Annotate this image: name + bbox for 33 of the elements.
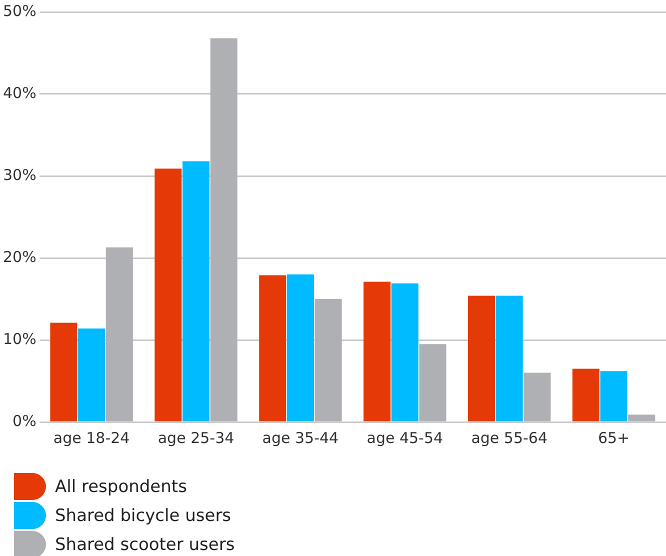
bar — [106, 247, 133, 422]
legend-label: Shared bicycle users — [55, 506, 232, 526]
y-tick-label: 0% — [12, 412, 36, 430]
bar — [210, 38, 238, 422]
bar — [50, 322, 78, 422]
bar — [78, 328, 106, 422]
legend-label: Shared scooter users — [55, 534, 235, 554]
x-tick-label: age 18-24 — [53, 428, 130, 447]
bar — [364, 282, 391, 422]
y-tick-label: 50% — [2, 2, 36, 20]
legend-label: All respondents — [55, 476, 187, 496]
bar — [600, 371, 628, 422]
y-tick-label: 20% — [2, 248, 36, 266]
bar — [391, 283, 418, 422]
bar — [314, 299, 342, 422]
bar — [524, 372, 551, 422]
bar — [419, 344, 446, 422]
x-tick-label: age 25-34 — [158, 428, 234, 447]
y-tick-label: 10% — [2, 330, 36, 348]
bar — [154, 168, 182, 422]
x-tick-label: 65+ — [598, 428, 630, 447]
bar — [628, 414, 656, 422]
x-tick-label: age 55-64 — [471, 428, 548, 447]
bar — [468, 296, 495, 422]
bar — [259, 275, 286, 422]
bar — [182, 161, 210, 422]
bar — [286, 274, 314, 422]
x-tick-label: age 45-54 — [366, 428, 444, 447]
bar — [572, 368, 600, 422]
bar — [496, 296, 523, 422]
y-tick-label: 40% — [2, 84, 36, 102]
x-tick-label: age 35-44 — [262, 428, 339, 447]
y-tick-label: 30% — [2, 166, 36, 184]
